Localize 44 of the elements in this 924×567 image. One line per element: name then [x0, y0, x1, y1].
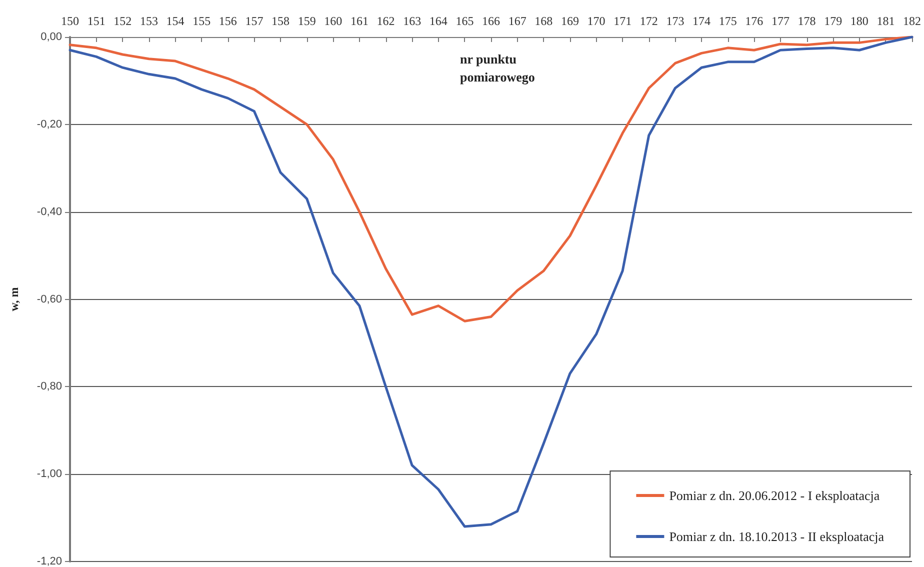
x-tick-label: 171	[614, 14, 632, 28]
x-tick-label: 152	[114, 14, 132, 28]
x-tick-label: 180	[850, 14, 868, 28]
x-tick-label: 157	[245, 14, 264, 28]
x-tick-label: 159	[298, 14, 316, 28]
x-tick-label: 161	[350, 14, 368, 28]
x-tick-label: 170	[587, 14, 606, 28]
x-tick-label: 176	[745, 14, 764, 28]
x-tick-label: 175	[718, 14, 737, 28]
x-tick-label: 162	[376, 14, 395, 28]
x-tick-label: 178	[798, 14, 816, 28]
x-tick-label: 166	[482, 14, 500, 28]
x-tick-label: 174	[692, 14, 710, 28]
x-tick-label: 173	[666, 14, 684, 28]
x-tick-label: 155	[192, 14, 211, 28]
x-tick-label: 158	[272, 14, 290, 28]
x-tick-label: 179	[824, 14, 842, 28]
y-tick-label: -0,20	[36, 118, 62, 130]
x-tick-label: 182	[903, 14, 921, 28]
x-tick-label: 169	[560, 14, 579, 28]
y-tick-label: -1,20	[36, 556, 62, 567]
x-tick-label: 177	[771, 14, 790, 28]
x-tick-label: 167	[508, 14, 526, 28]
y-tick-label: -1,00	[36, 468, 62, 480]
x-tick-label: 163	[403, 14, 422, 28]
x-tick-label: 151	[87, 14, 106, 28]
y-tick-label: -0,40	[36, 206, 62, 218]
legend-label: Pomiar z dn. 20.06.2012 - I eksploatacja	[669, 488, 880, 503]
x-tick-label: 150	[61, 14, 79, 28]
x-tick-label: 154	[166, 14, 184, 28]
x-tick-label: 153	[140, 14, 158, 28]
y-tick-label: -0,80	[36, 380, 62, 393]
x-tick-label: 156	[218, 14, 237, 28]
legend-label: Pomiar z dn. 18.10.2013 - II eksploatacja	[669, 529, 884, 544]
x-tick-label: 181	[876, 14, 895, 28]
x-tick-label: 165	[456, 14, 474, 28]
y-axis-title: w, m	[7, 287, 21, 312]
x-tick-label: 168	[534, 14, 553, 28]
x-axis-title: nr punktu pomiarowego	[460, 52, 535, 84]
y-tick-label: 0,00	[40, 31, 62, 43]
x-tick-label: 172	[640, 14, 658, 28]
y-tick-label: -0,60	[36, 293, 62, 306]
x-tick-label: 164	[429, 14, 448, 28]
x-tick-label: 160	[324, 14, 342, 28]
